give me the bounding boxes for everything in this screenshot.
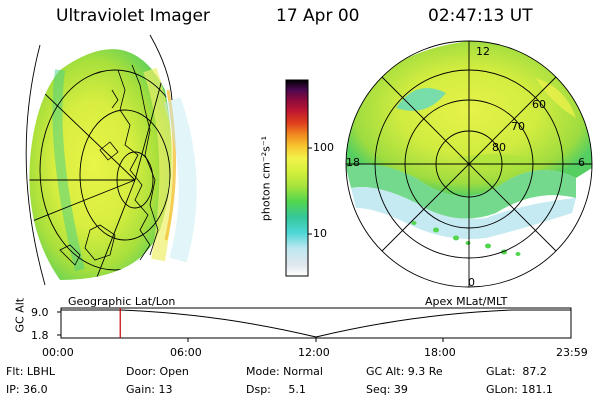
info-gc-alt: GC Alt: 9.3 Re [366, 365, 443, 378]
mlt-label-18: 18 [346, 156, 360, 169]
timeline-axis-label: GC Alt [13, 297, 27, 333]
date-label: 17 Apr 00 [276, 6, 360, 26]
timeline-tick-0: 00:00 [42, 346, 74, 359]
colorbar-tick-100: 100 [313, 141, 334, 154]
geographic-image-panel [25, 34, 197, 286]
coastline-outlines [59, 64, 159, 266]
info-filter: Flt: LBHL [6, 365, 55, 378]
info-glon: GLon: 181.1 [486, 383, 553, 396]
info-dsp: Dsp: 5.1 [246, 383, 306, 396]
colorbar [285, 79, 312, 277]
geo-limb-arc [25, 44, 46, 286]
info-seq: Seq: 39 [366, 383, 408, 396]
geographic-label: Geographic Lat/Lon [68, 295, 176, 308]
timeline-tick-2: 12:00 [298, 346, 330, 359]
altitude-curve [61, 309, 571, 338]
colorbar-unit-label: photon cm⁻²s⁻¹ [259, 135, 273, 222]
timeline-tick-1: 06:00 [170, 346, 202, 359]
colorbar-tick-10: 10 [313, 227, 327, 240]
instrument-title: Ultraviolet Imager [56, 6, 210, 26]
timeline-y-bottom: 1.8 [31, 329, 49, 342]
info-door: Door: Open [126, 365, 189, 378]
info-gain: Gain: 13 [126, 383, 173, 396]
apex-label: Apex MLat/MLT [425, 295, 508, 308]
info-mode: Mode: Normal [246, 365, 323, 378]
mlt-label-12: 12 [476, 45, 490, 58]
mlat-label-80: 80 [492, 141, 506, 154]
time-label: 02:47:13 UT [428, 6, 533, 26]
aurora-spots [411, 221, 521, 256]
timeline-tick-4: 23:59 [556, 346, 588, 359]
geo-aurora-image [29, 49, 197, 280]
polar-image-panel [345, 40, 593, 288]
polar-grid [345, 40, 593, 288]
timeline-frame [60, 307, 572, 339]
mlt-label-6: 6 [578, 156, 585, 169]
timeline-y-top: 9.0 [31, 306, 49, 319]
mlt-label-0: 0 [468, 276, 475, 289]
info-ip: IP: 36.0 [6, 383, 48, 396]
timeline-tick-3: 18:00 [424, 346, 456, 359]
altitude-timeline [57, 307, 572, 342]
mlat-label-60: 60 [532, 98, 546, 111]
mlat-label-70: 70 [511, 120, 525, 133]
colorbar-scale [285, 79, 309, 277]
info-glat: GLat: 87.2 [486, 365, 547, 378]
